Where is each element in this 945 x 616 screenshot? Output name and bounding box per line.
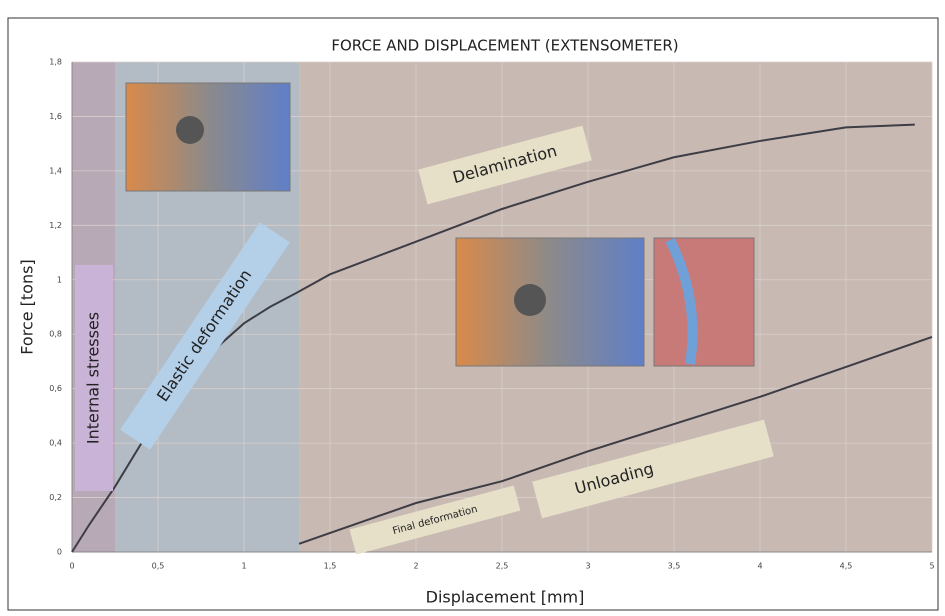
x-tick-label: 2 bbox=[413, 562, 418, 571]
annotation-group: Unloading bbox=[532, 419, 774, 519]
x-tick-label: 4 bbox=[757, 562, 762, 571]
y-tick-label: 0,6 bbox=[49, 384, 62, 393]
x-axis-title: Displacement [mm] bbox=[426, 588, 585, 607]
annotation-box bbox=[532, 419, 774, 519]
y-tick-label: 0 bbox=[57, 548, 62, 557]
annotation-box bbox=[75, 265, 113, 491]
y-tick-label: 1,8 bbox=[49, 58, 62, 67]
x-tick-label: 5 bbox=[929, 562, 934, 571]
inset-image bbox=[653, 237, 755, 367]
inset-detail bbox=[514, 284, 546, 316]
annotation-box bbox=[418, 125, 592, 205]
x-tick-label: 0,5 bbox=[152, 562, 165, 571]
insets bbox=[125, 82, 755, 367]
chart-title: FORCE AND DISPLACEMENT (EXTENSOMETER) bbox=[331, 37, 678, 55]
annotation-box bbox=[120, 222, 290, 450]
inset-detail bbox=[176, 116, 204, 144]
x-tick-label: 1 bbox=[241, 562, 246, 571]
data-line bbox=[71, 123, 915, 553]
inset-image bbox=[455, 237, 645, 367]
y-tick-label: 1,2 bbox=[49, 221, 62, 230]
data-line bbox=[298, 335, 933, 545]
x-tick-label: 2,5 bbox=[496, 562, 509, 571]
inset-image bbox=[125, 82, 291, 192]
y-tick-label: 1,4 bbox=[49, 166, 62, 175]
y-tick-label: 1 bbox=[57, 275, 62, 284]
y-tick-label: 0,4 bbox=[49, 439, 62, 448]
x-tick-label: 1,5 bbox=[324, 562, 337, 571]
y-tick-label: 0,8 bbox=[49, 330, 62, 339]
x-tick-label: 3,5 bbox=[668, 562, 681, 571]
x-tick-label: 4,5 bbox=[840, 562, 853, 571]
y-tick-label: 0,2 bbox=[49, 493, 62, 502]
x-tick-label: 3 bbox=[585, 562, 590, 571]
inset-detail bbox=[665, 237, 698, 365]
y-axis-title: Force [tons] bbox=[18, 259, 37, 354]
y-tick-label: 1,6 bbox=[49, 112, 62, 121]
annotation-group: Internal stresses bbox=[75, 265, 113, 491]
x-tick-label: 0 bbox=[69, 562, 74, 571]
annotation: Internal stresses bbox=[84, 312, 103, 444]
annotation-box bbox=[349, 485, 521, 555]
